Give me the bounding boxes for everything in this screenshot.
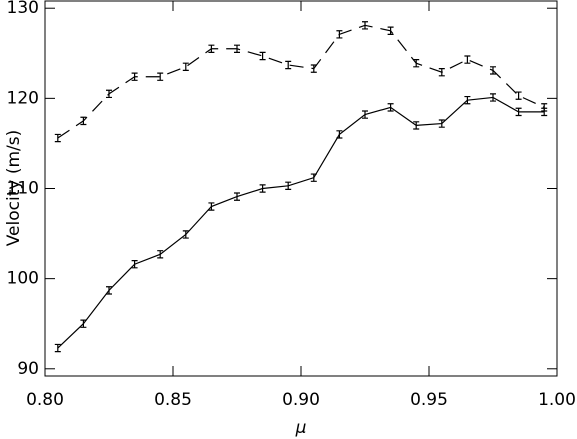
error-bar [490,66,496,75]
error-bar [157,250,164,259]
x-tick-label: 0.80 [26,390,64,410]
error-bar [413,121,420,130]
error-bar [208,44,215,53]
error-bar [464,95,471,105]
x-axis-label: μ [295,418,307,438]
y-axis-label: Velocity (m/s) [4,130,24,247]
error-bar [54,133,61,143]
y-tick-label: 110 [7,179,39,199]
error-bar [413,58,420,68]
error-bar [362,110,368,119]
error-bar [234,192,240,201]
error-bar [490,93,496,102]
error-bar [131,72,138,81]
x-tick-label: 0.95 [410,390,448,410]
x-tick-label: 0.85 [154,390,192,410]
error-bar [259,184,266,193]
error-bar [336,30,343,39]
y-tick-label: 120 [7,88,39,108]
error-bar [515,107,522,117]
error-bar [80,116,87,126]
y-tick-label: 100 [7,269,39,289]
error-bar [54,343,61,353]
error-bar [80,319,87,328]
y-tick-label: 130 [7,0,39,18]
error-bar [182,62,189,72]
error-bar [157,72,164,81]
y-tick-label: 90 [17,359,39,379]
error-bar [362,21,368,30]
error-bar [106,286,112,295]
error-bar [285,181,292,191]
x-tick-label: 0.90 [282,390,320,410]
error-bar [515,91,522,100]
error-bar [310,173,317,182]
error-bar [285,60,292,70]
series-line [57,96,545,349]
error-bar [438,68,445,77]
error-bar [438,119,445,128]
x-tick-label: 1.00 [538,390,576,410]
error-bar [387,26,394,35]
error-bar [541,103,548,112]
error-bar [464,55,471,64]
error-bar [131,260,138,269]
error-bar [208,202,215,211]
error-bar [106,89,112,99]
series-line [57,24,545,139]
error-bar [234,44,240,53]
error-bar [387,103,394,112]
error-bar [310,64,317,73]
plot-frame [44,0,558,377]
error-bar [259,51,266,61]
error-bar [336,130,343,139]
error-bar [182,230,189,239]
